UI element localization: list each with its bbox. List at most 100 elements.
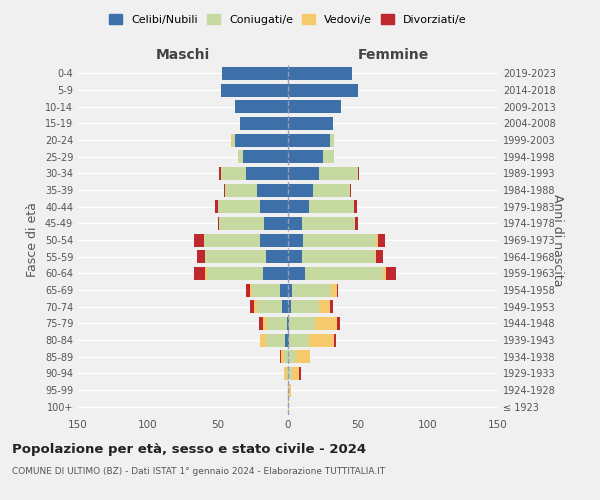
Bar — [197, 250, 205, 263]
Bar — [358, 167, 359, 180]
Bar — [241, 117, 288, 130]
Bar — [376, 234, 377, 246]
Bar — [288, 317, 289, 330]
Bar — [288, 200, 309, 213]
Bar — [280, 350, 281, 363]
Bar — [289, 334, 309, 346]
Bar — [266, 250, 288, 263]
Bar — [288, 84, 358, 96]
Bar — [288, 284, 292, 296]
Bar — [337, 284, 338, 296]
Bar — [288, 300, 291, 313]
Bar — [260, 234, 288, 246]
Bar — [305, 267, 383, 280]
Bar — [260, 334, 266, 346]
Bar — [194, 234, 204, 246]
Bar — [376, 250, 383, 263]
Bar — [222, 67, 288, 80]
Bar — [288, 184, 313, 196]
Bar — [292, 284, 331, 296]
Bar — [288, 117, 333, 130]
Text: Popolazione per età, sesso e stato civile - 2024: Popolazione per età, sesso e stato civil… — [12, 442, 366, 456]
Bar — [246, 167, 288, 180]
Bar — [288, 67, 352, 80]
Bar — [225, 184, 257, 196]
Bar — [377, 234, 385, 246]
Bar — [220, 167, 221, 180]
Bar — [291, 300, 319, 313]
Bar — [288, 167, 319, 180]
Bar — [350, 184, 351, 196]
Bar — [299, 367, 301, 380]
Bar — [288, 250, 302, 263]
Text: Femmine: Femmine — [358, 48, 428, 62]
Bar — [284, 350, 288, 363]
Bar — [288, 267, 305, 280]
Bar — [257, 300, 283, 313]
Bar — [314, 317, 337, 330]
Bar — [205, 267, 207, 280]
Bar — [334, 334, 335, 346]
Bar — [194, 267, 205, 280]
Bar — [263, 317, 267, 330]
Bar — [221, 167, 246, 180]
Bar — [355, 217, 358, 230]
Bar — [288, 367, 292, 380]
Bar — [319, 167, 358, 180]
Bar — [283, 300, 288, 313]
Bar — [383, 267, 386, 280]
Bar — [246, 284, 250, 296]
Bar — [232, 134, 235, 146]
Bar — [304, 234, 376, 246]
Bar — [259, 317, 263, 330]
Bar — [204, 234, 260, 246]
Bar — [243, 150, 288, 163]
Bar — [288, 350, 296, 363]
Bar — [238, 150, 243, 163]
Bar — [386, 267, 396, 280]
Legend: Celibi/Nubili, Coniugati/e, Vedovi/e, Divorziati/e: Celibi/Nubili, Coniugati/e, Vedovi/e, Di… — [106, 11, 470, 28]
Bar — [287, 317, 288, 330]
Bar — [289, 317, 314, 330]
Bar — [251, 284, 280, 296]
Bar — [288, 100, 341, 113]
Bar — [254, 300, 257, 313]
Bar — [288, 134, 330, 146]
Bar — [288, 384, 289, 396]
Bar — [319, 300, 330, 313]
Bar — [289, 384, 291, 396]
Bar — [337, 317, 340, 330]
Bar — [224, 184, 225, 196]
Bar — [266, 334, 285, 346]
Bar — [375, 250, 376, 263]
Y-axis label: Anni di nascita: Anni di nascita — [551, 194, 564, 286]
Bar — [302, 217, 355, 230]
Bar — [281, 350, 284, 363]
Bar — [302, 250, 375, 263]
Text: COMUNE DI ULTIMO (BZ) - Dati ISTAT 1° gennaio 2024 - Elaborazione TUTTITALIA.IT: COMUNE DI ULTIMO (BZ) - Dati ISTAT 1° ge… — [12, 468, 385, 476]
Bar — [296, 350, 310, 363]
Bar — [309, 334, 334, 346]
Bar — [354, 200, 356, 213]
Bar — [215, 200, 218, 213]
Bar — [288, 217, 302, 230]
Y-axis label: Fasce di età: Fasce di età — [26, 202, 39, 278]
Bar — [313, 184, 350, 196]
Bar — [309, 200, 354, 213]
Bar — [205, 250, 266, 263]
Bar — [235, 100, 288, 113]
Bar — [288, 400, 289, 413]
Bar — [230, 134, 232, 146]
Bar — [250, 300, 254, 313]
Bar — [257, 184, 288, 196]
Bar — [292, 367, 299, 380]
Bar — [288, 150, 323, 163]
Bar — [250, 284, 251, 296]
Bar — [330, 300, 333, 313]
Bar — [323, 150, 334, 163]
Bar — [221, 84, 288, 96]
Bar — [260, 200, 288, 213]
Bar — [288, 334, 289, 346]
Bar — [218, 200, 260, 213]
Bar — [280, 284, 288, 296]
